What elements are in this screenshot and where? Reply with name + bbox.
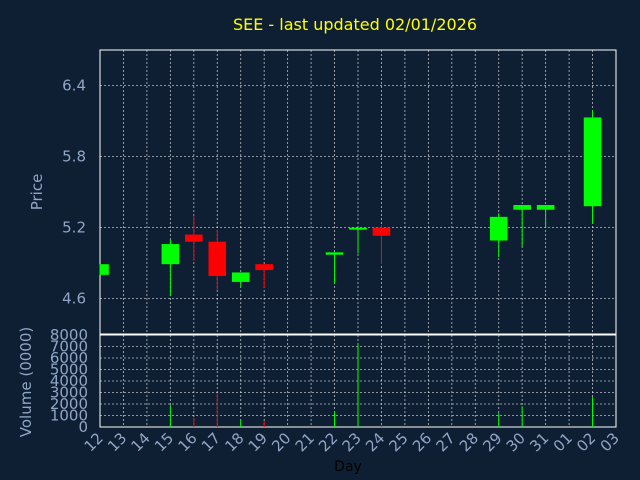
x-tick-label: 24: [362, 429, 388, 455]
x-tick-label: 29: [479, 429, 505, 455]
x-tick-label: 16: [174, 429, 200, 455]
volume-tick-label: 6000: [50, 349, 88, 367]
candle-body: [208, 241, 227, 277]
x-tick-label: 22: [315, 429, 341, 455]
candle-body: [349, 227, 367, 230]
x-tick-label: 28: [456, 429, 482, 455]
price-tick-label: 5.8: [62, 148, 86, 166]
x-tick-label: 02: [573, 429, 599, 455]
price-axis-label: Price: [28, 174, 46, 211]
x-tick-label: 18: [221, 429, 247, 455]
x-tick-label: 31: [526, 429, 552, 455]
volume-tick-label: 5000: [50, 361, 88, 379]
x-tick-label: 14: [128, 429, 154, 455]
volume-tick-label: 8000: [50, 326, 88, 344]
chart-title: SEE - last updated 02/01/2026: [233, 15, 477, 34]
x-tick-label: 13: [104, 429, 130, 455]
x-axis-label: Day: [334, 459, 362, 475]
x-tick-label: 25: [386, 429, 412, 455]
x-tick-label: 20: [268, 429, 294, 455]
candle-body: [583, 117, 602, 207]
price-tick-label: 5.2: [62, 219, 86, 237]
candle-body: [185, 234, 203, 242]
candle-body: [161, 244, 180, 265]
volume-tick-label: 1000: [50, 407, 88, 425]
volume-tick-label: 2000: [50, 395, 88, 413]
volume-tick-label: 7000: [50, 338, 88, 356]
x-tick-label: 21: [292, 429, 318, 455]
candle-body: [325, 252, 344, 255]
x-tick-label: 19: [245, 429, 271, 455]
x-tick-label: 17: [198, 429, 224, 455]
x-tick-label: 15: [151, 429, 177, 455]
x-tick-label: 01: [550, 429, 576, 455]
candle-body: [231, 272, 250, 282]
candle-body: [372, 227, 391, 236]
candle-body: [489, 216, 508, 241]
x-tick-label: 03: [597, 429, 623, 455]
candle-body: [100, 264, 109, 275]
candle-body: [536, 205, 555, 210]
candle-body: [255, 264, 273, 271]
x-tick-label: 27: [432, 429, 458, 455]
candle-body: [513, 205, 531, 210]
price-tick-label: 6.4: [62, 77, 86, 95]
volume-tick-label: 3000: [50, 384, 88, 402]
x-tick-label: 30: [503, 429, 529, 455]
volume-axis-label: Volume (0000): [17, 327, 35, 437]
x-tick-label: 23: [339, 429, 365, 455]
volume-tick-label: 0: [78, 418, 88, 436]
volume-tick-label: 4000: [50, 372, 88, 390]
price-tick-label: 4.6: [62, 290, 86, 308]
volume-panel: 1213141516171819202122232425262728293031…: [50, 326, 623, 455]
price-panel: 4.6 5.2 5.8 6.4: [62, 49, 617, 335]
x-tick-label: 26: [409, 429, 435, 455]
